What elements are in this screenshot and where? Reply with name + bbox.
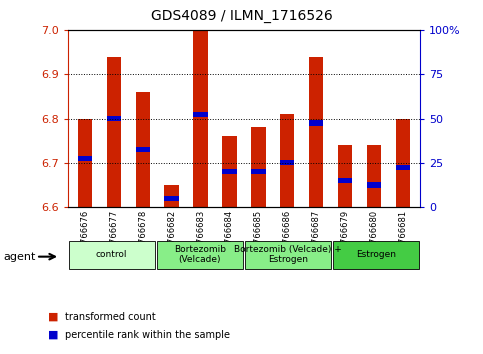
Bar	[164, 196, 179, 201]
Bar	[222, 136, 237, 207]
Bar	[338, 178, 352, 183]
Text: ■: ■	[48, 330, 59, 339]
Text: percentile rank within the sample: percentile rank within the sample	[65, 330, 230, 339]
Bar	[251, 127, 266, 207]
Bar	[309, 57, 324, 207]
FancyBboxPatch shape	[156, 241, 243, 269]
Bar	[367, 182, 381, 188]
FancyBboxPatch shape	[245, 241, 331, 269]
Bar	[309, 120, 324, 126]
Text: agent: agent	[4, 252, 36, 262]
Bar	[338, 145, 352, 207]
Bar	[78, 156, 92, 161]
Text: control: control	[96, 250, 128, 259]
Text: transformed count: transformed count	[65, 312, 156, 322]
Text: Bortezomib
(Velcade): Bortezomib (Velcade)	[174, 245, 226, 264]
Bar	[193, 30, 208, 207]
Bar	[78, 119, 92, 207]
Bar	[280, 114, 295, 207]
Text: Estrogen: Estrogen	[356, 250, 396, 259]
Bar	[367, 145, 381, 207]
Bar	[136, 147, 150, 152]
FancyBboxPatch shape	[69, 241, 155, 269]
Bar	[396, 165, 410, 170]
Text: GDS4089 / ILMN_1716526: GDS4089 / ILMN_1716526	[151, 9, 332, 23]
Text: Bortezomib (Velcade) +
Estrogen: Bortezomib (Velcade) + Estrogen	[234, 245, 342, 264]
Text: ■: ■	[48, 312, 59, 322]
Bar	[280, 160, 295, 166]
Bar	[222, 169, 237, 175]
Bar	[107, 57, 121, 207]
Bar	[396, 119, 410, 207]
Bar	[136, 92, 150, 207]
FancyBboxPatch shape	[333, 241, 419, 269]
Bar	[193, 112, 208, 117]
Bar	[251, 169, 266, 175]
Bar	[164, 185, 179, 207]
Bar	[107, 116, 121, 121]
